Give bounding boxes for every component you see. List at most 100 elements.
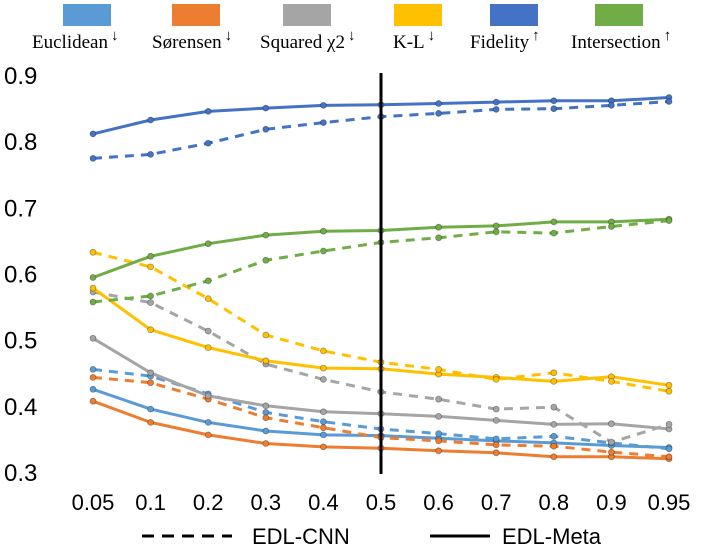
- point-intersection-edl-cnn-0-4: [319, 247, 327, 255]
- point-euclidean-edl-meta-0-2: [204, 418, 212, 426]
- point-k-l-edl-meta-0-8: [550, 377, 558, 385]
- point-k-l-edl-cnn-0-3: [262, 331, 270, 339]
- point-fidelity-edl-cnn-0-1: [147, 150, 155, 158]
- point-squared-chi2-edl-meta-0-9: [608, 420, 615, 428]
- point-squared-chi2-edl-meta-0-1: [147, 369, 155, 377]
- point-sorensen-edl-meta-0-4: [319, 443, 327, 451]
- point-squared-chi2-edl-cnn-0-4: [319, 375, 327, 383]
- legend-swatch-sorensen: [172, 4, 220, 26]
- point-squared-chi2-edl-cnn-0-7: [492, 405, 500, 413]
- legend-label-intersection: Intersection ↑: [571, 28, 671, 53]
- x-tick-label-0-5: 0.5: [366, 490, 397, 515]
- x-tick-label-0-8: 0.8: [539, 490, 570, 515]
- legend-swatch-squared-chi2: [283, 4, 331, 26]
- point-fidelity-edl-meta-0-05: [89, 130, 97, 138]
- point-euclidean-edl-cnn-0-7: [492, 435, 500, 443]
- point-k-l-edl-meta-0-4: [319, 364, 327, 372]
- legend-arrow-intersection: ↑: [664, 28, 672, 44]
- point-k-l-edl-meta-0-05: [89, 284, 97, 292]
- x-tick-label-0-2: 0.2: [193, 490, 224, 515]
- point-sorensen-edl-meta-0-05: [89, 397, 97, 405]
- point-sorensen-edl-meta-0-1: [147, 418, 155, 426]
- point-k-l-edl-cnn-0-9: [608, 377, 615, 385]
- point-fidelity-edl-cnn-0-7: [492, 106, 500, 113]
- point-euclidean-edl-meta-0-4: [319, 431, 327, 439]
- point-sorensen-edl-cnn-0-8: [550, 442, 558, 450]
- point-sorensen-edl-cnn-0-9: [608, 448, 615, 456]
- y-tick-label-0-4: 0.4: [4, 394, 37, 421]
- legend-label-euclidean: Euclidean ↓: [32, 28, 118, 53]
- point-fidelity-edl-cnn-0-8: [550, 105, 558, 113]
- point-squared-chi2-edl-meta-0-4: [319, 408, 327, 416]
- point-euclidean-edl-cnn-0-05: [89, 365, 97, 373]
- y-tick-label-0-6: 0.6: [4, 262, 37, 289]
- point-fidelity-edl-meta-0-4: [319, 102, 327, 109]
- x-tick-label-0-1: 0.1: [135, 490, 166, 515]
- point-euclidean-edl-meta-0-1: [147, 405, 155, 413]
- point-fidelity-edl-cnn-0-4: [319, 119, 327, 126]
- point-sorensen-edl-meta-0-6: [435, 447, 443, 455]
- point-intersection-edl-meta-0-2: [204, 240, 212, 248]
- point-squared-chi2-edl-meta-0-05: [89, 334, 97, 342]
- point-intersection-edl-cnn-0-95: [665, 217, 673, 225]
- point-squared-chi2-edl-cnn-0-95: [665, 420, 673, 428]
- point-fidelity-edl-cnn-0-9: [608, 102, 615, 109]
- legend-swatch-fidelity: [490, 4, 538, 26]
- point-squared-chi2-edl-meta-0-2: [204, 392, 212, 400]
- x-tick-label-0-4: 0.4: [308, 490, 339, 515]
- x-axis: 0.05 0.1 0.2 0.3 0.4 0.5 0.6 0.7 0.8 0.9 0.95: [72, 490, 691, 515]
- legend-label-sorensen: Sørensen ↓: [152, 28, 232, 53]
- point-squared-chi2-edl-cnn-0-1: [147, 299, 155, 307]
- point-fidelity-edl-cnn-0-6: [435, 110, 443, 117]
- x-tick-label-0-3: 0.3: [251, 490, 282, 515]
- legend-swatch-euclidean: [63, 4, 111, 26]
- point-sorensen-edl-cnn-0-95: [665, 453, 673, 461]
- point-fidelity-edl-meta-0-8: [550, 97, 558, 105]
- point-intersection-edl-meta-0-7: [492, 222, 500, 230]
- y-tick-label-0-9: 0.9: [4, 63, 37, 90]
- point-intersection-edl-cnn-0-1: [147, 292, 155, 300]
- point-intersection-edl-cnn-0-9: [608, 223, 615, 230]
- point-intersection-edl-cnn-0-7: [492, 228, 500, 236]
- point-sorensen-edl-cnn-0-1: [147, 379, 155, 387]
- point-intersection-edl-meta-0-3: [262, 231, 270, 239]
- x-tick-label-0-9: 0.9: [596, 490, 627, 515]
- point-k-l-edl-cnn-0-8: [550, 369, 558, 377]
- point-squared-chi2-edl-meta-0-3: [262, 402, 270, 410]
- point-intersection-edl-cnn-0-8: [550, 229, 558, 237]
- point-euclidean-edl-meta-0-3: [262, 427, 270, 435]
- point-k-l-edl-cnn-0-6: [435, 365, 443, 373]
- point-intersection-edl-meta-0-6: [435, 223, 443, 231]
- legend-arrow-euclidean: ↓: [111, 28, 119, 44]
- point-euclidean-edl-meta-0-05: [89, 385, 97, 393]
- point-squared-chi2-edl-meta-0-6: [435, 412, 443, 420]
- y-axis: 0.3 0.4 0.5 0.6 0.7 0.8 0.9: [4, 63, 37, 487]
- point-fidelity-edl-cnn-0-95: [665, 98, 673, 105]
- point-intersection-edl-meta-0-4: [319, 227, 327, 235]
- point-intersection-edl-cnn-0-05: [89, 298, 97, 306]
- point-sorensen-edl-meta-0-2: [204, 431, 212, 439]
- point-intersection-edl-meta-0-1: [147, 252, 155, 260]
- legend-label-edl-cnn: EDL-CNN: [252, 524, 350, 547]
- point-squared-chi2-edl-cnn-0-8: [550, 403, 558, 411]
- point-sorensen-edl-cnn-0-05: [89, 373, 97, 381]
- legend-label-squared-chi2: Squared χ2 ↓: [260, 28, 355, 53]
- point-fidelity-edl-meta-0-3: [262, 104, 270, 112]
- point-sorensen-edl-cnn-0-3: [262, 414, 270, 422]
- point-k-l-edl-cnn-0-1: [147, 263, 155, 271]
- point-squared-chi2-edl-cnn-0-9: [608, 438, 615, 446]
- point-sorensen-edl-meta-0-8: [550, 453, 558, 461]
- point-squared-chi2-edl-cnn-0-2: [204, 327, 212, 335]
- x-tick-label-0-05: 0.05: [72, 490, 115, 515]
- point-squared-chi2-edl-meta-0-8: [550, 420, 558, 428]
- y-tick-label-0-5: 0.5: [4, 328, 37, 355]
- point-sorensen-edl-meta-0-7: [492, 449, 500, 457]
- legend-top: Euclidean ↓ Sørensen ↓ Squared χ2 ↓ K-L ↓ Fideli…: [32, 4, 671, 53]
- point-intersection-edl-cnn-0-6: [435, 234, 443, 242]
- point-sorensen-edl-cnn-0-7: [492, 441, 500, 449]
- x-tick-label-0-95: 0.95: [648, 490, 691, 515]
- point-fidelity-edl-cnn-0-05: [89, 154, 97, 162]
- point-k-l-edl-cnn-0-7: [492, 375, 500, 383]
- point-euclidean-edl-cnn-0-95: [665, 445, 673, 453]
